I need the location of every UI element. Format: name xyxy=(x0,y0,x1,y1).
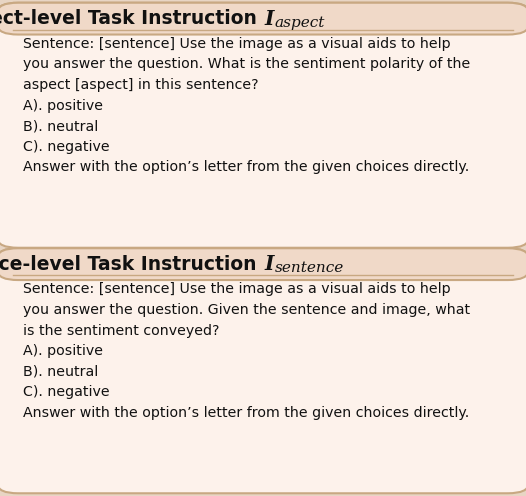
FancyBboxPatch shape xyxy=(0,248,526,280)
Text: Aspect-level Task Instruction: Aspect-level Task Instruction xyxy=(0,9,263,28)
Text: Sentence: [sentence] Use the image as a visual aids to help
you answer the quest: Sentence: [sentence] Use the image as a … xyxy=(23,282,470,420)
Text: I: I xyxy=(264,8,274,29)
Text: Sentence: [sentence] Use the image as a visual aids to help
you answer the quest: Sentence: [sentence] Use the image as a … xyxy=(23,37,470,175)
FancyBboxPatch shape xyxy=(0,2,526,248)
FancyBboxPatch shape xyxy=(0,2,526,35)
Bar xyxy=(8,19,518,30)
Text: sentence: sentence xyxy=(275,261,344,275)
Text: Sentence-level Task Instruction: Sentence-level Task Instruction xyxy=(0,254,263,274)
Bar xyxy=(8,264,518,275)
FancyBboxPatch shape xyxy=(0,248,526,493)
Text: I: I xyxy=(264,254,274,274)
Text: aspect: aspect xyxy=(275,16,325,30)
